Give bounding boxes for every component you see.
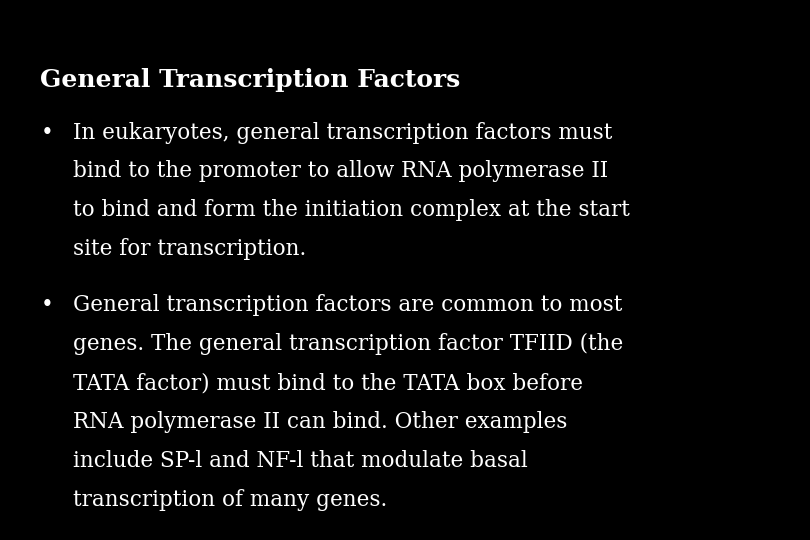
Text: •: • bbox=[40, 122, 53, 144]
Text: transcription of many genes.: transcription of many genes. bbox=[73, 489, 387, 511]
Text: bind to the promoter to allow RNA polymerase II: bind to the promoter to allow RNA polyme… bbox=[73, 160, 608, 183]
Text: genes. The general transcription factor TFIID (the: genes. The general transcription factor … bbox=[73, 333, 623, 355]
Text: include SP-l and NF-l that modulate basal: include SP-l and NF-l that modulate basa… bbox=[73, 450, 527, 472]
Text: General Transcription Factors: General Transcription Factors bbox=[40, 68, 461, 91]
Text: In eukaryotes, general transcription factors must: In eukaryotes, general transcription fac… bbox=[73, 122, 612, 144]
Text: TATA factor) must bind to the TATA box before: TATA factor) must bind to the TATA box b… bbox=[73, 372, 583, 394]
Text: General transcription factors are common to most: General transcription factors are common… bbox=[73, 294, 622, 316]
Text: to bind and form the initiation complex at the start: to bind and form the initiation complex … bbox=[73, 199, 630, 221]
Text: •: • bbox=[40, 294, 53, 316]
Text: RNA polymerase II can bind. Other examples: RNA polymerase II can bind. Other exampl… bbox=[73, 411, 567, 433]
Text: site for transcription.: site for transcription. bbox=[73, 238, 306, 260]
